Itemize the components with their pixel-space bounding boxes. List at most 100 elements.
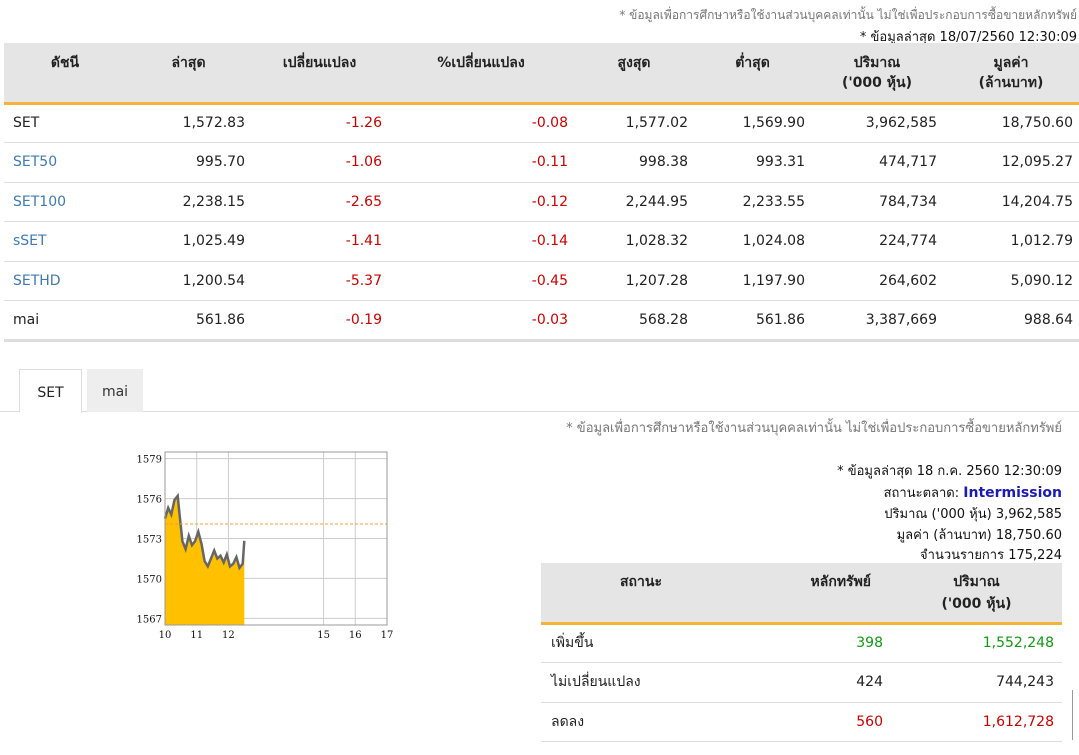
tab-set[interactable]: SET	[19, 369, 82, 413]
index-pct-change: -0.11	[388, 142, 574, 183]
summary-value-value: 18,750.60	[995, 528, 1062, 543]
col-pct-change: %เปลี่ยนแปลง	[388, 43, 574, 105]
index-change: -1.41	[251, 221, 388, 262]
status-volume: 744,243	[891, 662, 1062, 703]
table-row: SETHD 1,200.54 -5.37 -0.45 1,207.28 1,19…	[4, 261, 1079, 301]
market-tabs: SET mai	[0, 369, 1079, 413]
index-value: 14,204.75	[943, 182, 1079, 222]
chart-y-tick-label: 1570	[137, 574, 162, 585]
chart-y-tick-label: 1573	[137, 535, 162, 546]
index-pct-change: -0.03	[388, 300, 574, 342]
index-link-set50[interactable]: SET50	[4, 142, 126, 183]
chart-x-tick-label: 16	[349, 630, 362, 641]
index-last: 995.70	[126, 142, 251, 183]
status-volume: 1,612,728	[891, 702, 1062, 742]
index-value: 5,090.12	[943, 261, 1079, 301]
col-high: สูงสุด	[574, 43, 694, 105]
index-volume: 3,962,585	[811, 103, 943, 143]
index-change: -1.06	[251, 142, 388, 183]
status-volume: 1,552,248	[891, 623, 1062, 663]
summary-trades: จำนวนรายการ 175,224	[920, 544, 1062, 565]
index-pct-change: -0.08	[388, 103, 574, 143]
col-value: มูลค่า (ล้านบาท)	[943, 43, 1079, 105]
index-table-header: ดัชนี ล่าสุด เปลี่ยนแปลง %เปลี่ยนแปลง สู…	[4, 43, 1079, 105]
index-low: 561.86	[694, 300, 811, 342]
index-value: 12,095.27	[943, 142, 1079, 183]
index-change: -2.65	[251, 182, 388, 222]
index-volume: 264,602	[811, 261, 943, 301]
table-row: ลดลง 560 1,612,728	[541, 702, 1062, 742]
index-volume: 224,774	[811, 221, 943, 262]
disclaimer-note: * ข้อมูลเพื่อการศึกษาหรือใช้งานส่วนบุคคล…	[619, 8, 1077, 22]
index-last: 1,200.54	[126, 261, 251, 301]
last-update-stamp: * ข้อมูลล่าสุด 18/07/2560 12:30:09	[859, 30, 1077, 45]
chart-series-line	[163, 492, 246, 571]
summary-trades-value: 175,224	[1008, 548, 1062, 563]
status-count: 424	[741, 662, 891, 703]
index-low: 1,024.08	[694, 221, 811, 262]
summary-value: มูลค่า (ล้านบาท) 18,750.60	[897, 524, 1062, 545]
index-change: -0.19	[251, 300, 388, 342]
index-high: 998.38	[574, 142, 694, 183]
col-status-volume: ปริมาณ ('000 หุ้น)	[891, 563, 1062, 625]
index-low: 1,197.90	[694, 261, 811, 301]
status-count: 398	[741, 623, 891, 663]
market-status-value: Intermission	[963, 485, 1062, 501]
col-securities: หลักทรัพย์	[741, 563, 891, 625]
market-status: สถานะตลาด: Intermission	[884, 482, 1062, 503]
intraday-chart: 1567 1570 1573 1576 1579 10 11 12 15 16 17	[137, 451, 394, 641]
col-low: ต่ำสุด	[694, 43, 811, 105]
index-volume: 784,734	[811, 182, 943, 222]
col-status: สถานะ	[541, 563, 741, 625]
index-table: ดัชนี ล่าสุด เปลี่ยนแปลง %เปลี่ยนแปลง สู…	[4, 43, 1079, 342]
index-pct-change: -0.14	[388, 221, 574, 262]
col-volume: ปริมาณ ('000 หุ้น)	[811, 43, 943, 105]
index-volume: 474,717	[811, 142, 943, 183]
chart-x-tick-label: 17	[381, 630, 394, 641]
status-label: ลดลง	[541, 702, 741, 742]
table-row: sSET 1,025.49 -1.41 -0.14 1,028.32 1,024…	[4, 221, 1079, 262]
col-index: ดัชนี	[4, 43, 126, 105]
tab-mai[interactable]: mai	[87, 369, 143, 412]
index-link-set100[interactable]: SET100	[4, 182, 126, 222]
index-volume: 3,387,669	[811, 300, 943, 342]
index-last: 1,025.49	[126, 221, 251, 262]
index-value: 18,750.60	[943, 103, 1079, 143]
summary-trades-label: จำนวนรายการ	[920, 548, 1005, 563]
index-low: 2,233.55	[694, 182, 811, 222]
index-high: 1,207.28	[574, 261, 694, 301]
chart-area-fill	[165, 495, 245, 625]
status-count: 560	[741, 702, 891, 742]
index-link-sethd[interactable]: SETHD	[4, 261, 126, 301]
chart-x-tick-label: 11	[190, 630, 203, 641]
table-row: ไม่เปลี่ยนแปลง 424 744,243	[541, 662, 1062, 703]
table-row: SET 1,572.83 -1.26 -0.08 1,577.02 1,569.…	[4, 103, 1079, 143]
index-high: 1,577.02	[574, 103, 694, 143]
summary-value-label: มูลค่า (ล้านบาท)	[896, 528, 992, 543]
chart-frame-border	[164, 451, 388, 626]
status-label: ไม่เปลี่ยนแปลง	[541, 662, 741, 703]
advance-decline-table: สถานะ หลักทรัพย์ ปริมาณ ('000 หุ้น) เพิ่ม…	[541, 563, 1062, 742]
index-value: 988.64	[943, 300, 1079, 342]
index-name: SET	[4, 103, 126, 143]
table-row: เพิ่มขึ้น 398 1,552,248	[541, 623, 1062, 663]
summary-disclaimer: * ข้อมูลเพื่อการศึกษาหรือใช้งานส่วนบุคคล…	[566, 421, 1062, 436]
index-last: 561.86	[126, 300, 251, 342]
index-high: 568.28	[574, 300, 694, 342]
chart-y-tick-label: 1576	[137, 495, 162, 506]
index-low: 993.31	[694, 142, 811, 183]
vertical-scrollbar[interactable]	[1072, 690, 1079, 740]
index-high: 1,028.32	[574, 221, 694, 262]
index-link-sset[interactable]: sSET	[4, 221, 126, 262]
status-label: เพิ่มขึ้น	[541, 623, 741, 663]
summary-last-update: * ข้อมูลล่าสุด 18 ก.ค. 2560 12:30:09	[837, 464, 1062, 479]
index-low: 1,569.90	[694, 103, 811, 143]
advance-decline-header: สถานะ หลักทรัพย์ ปริมาณ ('000 หุ้น)	[541, 563, 1062, 625]
index-high: 2,244.95	[574, 182, 694, 222]
index-pct-change: -0.45	[388, 261, 574, 301]
col-change: เปลี่ยนแปลง	[251, 43, 388, 105]
index-last: 2,238.15	[126, 182, 251, 222]
chart-y-tick-label: 1567	[137, 614, 162, 625]
chart-y-tick-label: 1579	[137, 455, 162, 466]
chart-x-tick-label: 10	[159, 630, 172, 641]
